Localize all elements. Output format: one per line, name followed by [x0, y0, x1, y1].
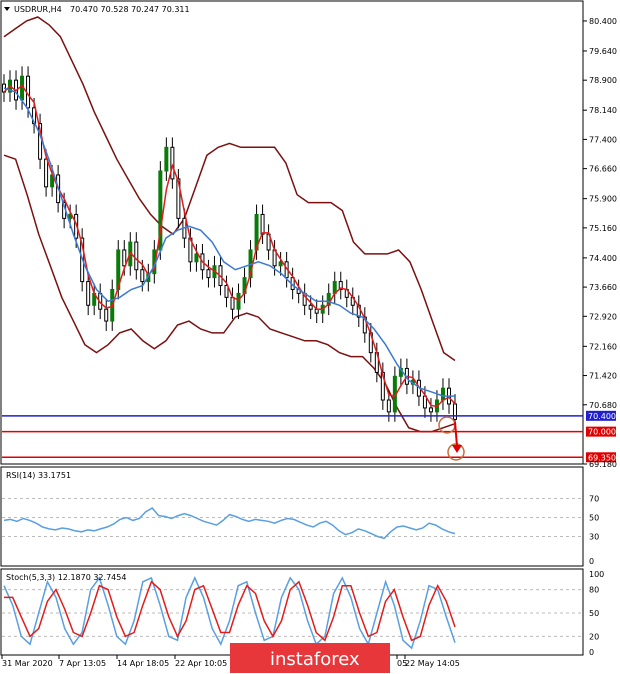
candle-body [338, 281, 343, 290]
price-panel [0, 0, 584, 465]
price-tick-label: 78.900 [589, 76, 617, 85]
rsi-tick-label: 50 [589, 514, 599, 523]
price-tick-label: 74.400 [589, 254, 617, 263]
price-tick-label: 69.180 [589, 460, 617, 469]
bollinger-bands [3, 16, 456, 433]
candle-body [164, 146, 169, 172]
price-axis: 80.400 79.640 78.900 78.140 77.400 76.660 75.9… [583, 17, 617, 469]
stoch-d-line [4, 580, 456, 642]
candle-body [278, 261, 283, 267]
candle-body [230, 296, 235, 310]
candle-body [440, 387, 445, 401]
candle-body [236, 292, 241, 310]
price-tick-label: 76.660 [589, 165, 617, 174]
candle-body [104, 308, 109, 322]
time-tick-label: 05 [397, 659, 407, 668]
symbol-title: USDRUR,H4 [14, 5, 62, 14]
time-tick-label: 7 Apr 13:05 [59, 659, 106, 668]
bollinger-upper [3, 16, 456, 362]
watermark-bg [230, 643, 390, 673]
ohlc-values: 70.470 70.528 70.247 70.311 [70, 5, 190, 14]
rsi-tick-label: 30 [589, 533, 599, 542]
price-tick-label: 72.160 [589, 342, 617, 351]
price-tick-label: 78.140 [589, 106, 617, 115]
price-tick-label: 73.660 [589, 283, 617, 292]
moving-averages [3, 84, 456, 408]
candle-body [308, 304, 313, 310]
candle-body [176, 178, 181, 219]
stoch-tick-label: 100 [589, 570, 604, 579]
stoch-tick-label: 0 [589, 648, 594, 657]
dropdown-icon[interactable] [4, 7, 10, 11]
time-tick-label: 22 May 14:05 [405, 659, 460, 668]
ma-slow-line [3, 87, 455, 397]
candles [2, 66, 457, 430]
candle-body [224, 285, 229, 298]
bollinger-lower [3, 154, 456, 433]
stoch-tick-label: 50 [589, 609, 599, 618]
level-tag [586, 410, 616, 421]
level-tag [586, 452, 616, 463]
rsi-panel [0, 466, 584, 567]
candle-body [140, 269, 145, 283]
watermark: instaforex [270, 649, 360, 670]
candle-body [206, 269, 211, 279]
candle-body [260, 213, 265, 235]
candle-body [134, 241, 139, 271]
level-label: 69.350 [588, 453, 616, 462]
price-tick-label: 75.160 [589, 224, 617, 233]
level-label: 70.400 [588, 412, 616, 421]
level-label: 70.000 [588, 428, 616, 437]
price-tick-label: 79.640 [589, 47, 617, 56]
time-tick-label: 31 Mar 2020 [2, 659, 53, 668]
candle-body [386, 399, 391, 413]
stoch-tick-label: 80 [589, 586, 599, 595]
rsi-series: 70 50 30 0 [2, 495, 599, 566]
stoch-k-line [3, 576, 456, 650]
stoch-tick-label: 20 [589, 632, 599, 641]
time-axis: 31 Mar 2020 7 Apr 13:05 14 Apr 18:05 22 Apr… [1, 655, 460, 668]
price-tick-label: 70.680 [589, 401, 617, 410]
price-tick-label: 77.400 [589, 135, 617, 144]
projection-arrow [438, 416, 465, 461]
support-levels: 70.400 70.000 69.350 [2, 410, 616, 463]
candle-body [194, 253, 199, 263]
price-tick-label: 72.920 [589, 312, 617, 321]
candle-body [170, 146, 175, 180]
candle-body [44, 158, 49, 188]
price-tick-label: 71.420 [589, 372, 617, 381]
level-tag [586, 426, 616, 437]
rsi-tick-label: 0 [589, 557, 594, 566]
price-tick-label: 80.400 [589, 17, 617, 26]
rsi-line [3, 507, 456, 540]
stoch-title: Stoch(5,3,3) 12.1870 32.7454 [6, 573, 126, 582]
candle-body [453, 403, 457, 420]
price-tick-label: 75.900 [589, 195, 617, 204]
time-tick-label: 22 Apr 10:05 [175, 659, 227, 668]
ma-fast-line [3, 84, 456, 408]
stoch-series: 100 80 50 20 0 [2, 570, 604, 657]
candle-body [86, 281, 91, 306]
candle-body [326, 292, 331, 306]
candle-body [122, 249, 127, 267]
rsi-tick-label: 70 [589, 495, 599, 504]
rsi-title: RSI(14) 33.1751 [6, 471, 71, 480]
candle-body [428, 407, 433, 413]
time-tick-label: 14 Apr 18:05 [117, 659, 169, 668]
